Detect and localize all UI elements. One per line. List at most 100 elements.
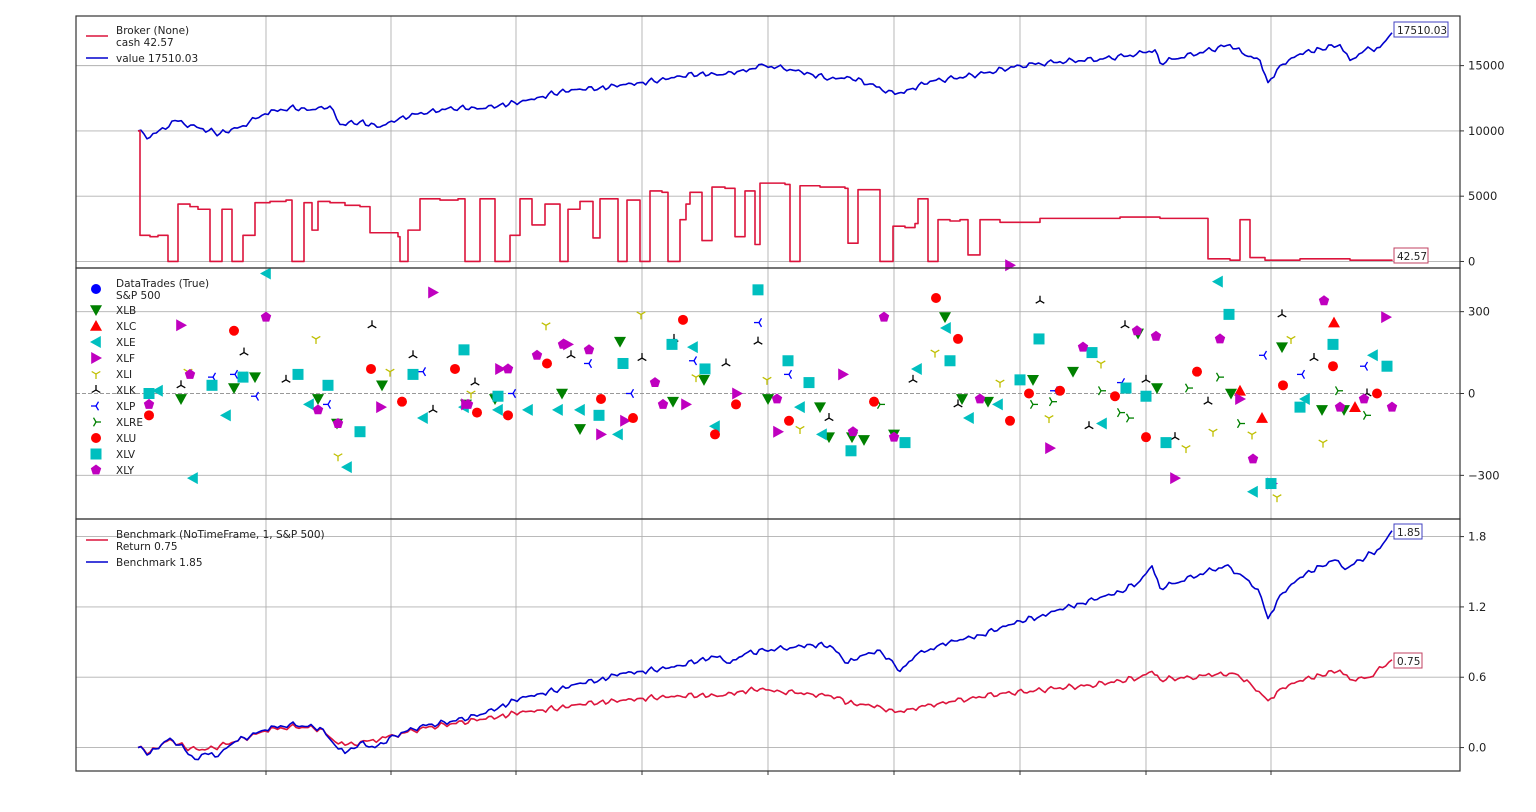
trades-panel: −300 0 300 DataTrades (True)S&P 500 XLB XLC X… <box>75 259 1500 520</box>
xlu-trade-marker <box>450 363 460 374</box>
xly-trade-marker <box>1214 333 1226 344</box>
xlu-trade-marker <box>472 407 482 418</box>
xlv-trade-marker <box>899 437 911 449</box>
xlv-trade-marker <box>407 368 419 380</box>
xly-trade-marker <box>847 426 859 437</box>
xlp-trade-marker <box>584 358 593 369</box>
xlk-trade-marker <box>428 404 438 413</box>
xlp-trade-marker <box>1360 361 1369 371</box>
xly-trade-marker <box>1318 295 1330 306</box>
xlb-trade-marker <box>312 394 324 405</box>
xlk-trade-marker <box>1203 396 1213 405</box>
xlre-trade-marker <box>1048 397 1057 407</box>
xlp-trade-marker <box>230 369 239 380</box>
xlp-trade-marker <box>754 317 763 328</box>
xlb-trade-marker <box>982 396 994 408</box>
xly-trade-marker <box>1077 341 1089 352</box>
xlb-trade-marker <box>939 312 951 324</box>
xli-trade-marker <box>541 322 551 331</box>
benchmark-last-label: 1.85 <box>1397 527 1420 539</box>
xlp-trade-marker <box>418 367 427 377</box>
xlv-trade-marker <box>699 363 711 375</box>
xlv-trade-marker <box>206 379 218 391</box>
xlk-trade-marker <box>953 399 963 408</box>
ytick-label: 0.6 <box>1468 670 1486 684</box>
xlu-trade-marker <box>1278 380 1288 391</box>
broker-yticks: 0 5000 10000 15000 <box>1460 59 1505 268</box>
xlre-trade-marker <box>1029 399 1038 410</box>
xle-trade-marker <box>687 341 698 354</box>
benchmark-line <box>137 530 1393 761</box>
xlb-trade-marker <box>574 424 586 435</box>
xlv-trade-marker <box>845 445 857 457</box>
xli-trade-marker <box>1181 445 1191 454</box>
xlk-trade-marker <box>1309 353 1319 362</box>
xlp-trade-marker <box>323 399 332 410</box>
xlu-trade-marker <box>784 415 794 426</box>
xle-trade-marker <box>152 384 163 397</box>
xlre-trade-marker <box>1334 386 1343 396</box>
return-line <box>137 659 1393 755</box>
legend-marker-xlv <box>90 448 102 460</box>
xle-trade-marker <box>341 461 352 474</box>
xlb-trade-marker <box>556 388 568 400</box>
xlv-trade-marker <box>1086 347 1098 359</box>
cash-last-label: 42.57 <box>1397 251 1427 263</box>
xlre-trade-marker <box>1184 383 1193 393</box>
xlf-trade-marker <box>838 368 849 381</box>
xly-trade-marker <box>1334 401 1346 412</box>
xlv-trade-marker <box>617 357 629 369</box>
xlu-trade-marker <box>503 410 513 421</box>
legend-marker-xly <box>90 464 102 475</box>
xlf-trade-marker <box>428 286 439 299</box>
xli-trade-marker <box>995 379 1005 388</box>
xlv-trade-marker <box>292 368 304 380</box>
xlre-trade-marker <box>1236 418 1245 429</box>
xlv-trade-marker <box>354 426 366 438</box>
xly-trade-marker <box>557 338 569 349</box>
xlk-trade-marker <box>176 380 186 389</box>
xli-trade-marker <box>795 425 805 434</box>
xlf-trade-marker <box>376 401 387 414</box>
legend-marker-xlre <box>92 417 101 427</box>
xly-trade-marker <box>649 377 661 387</box>
xlb-trade-marker <box>1316 405 1328 416</box>
xle-trade-marker <box>709 420 720 433</box>
xlk-trade-marker <box>908 374 918 383</box>
xli-trade-marker <box>1096 360 1106 369</box>
legend-label-benchmark-title: Benchmark (NoTimeFrame, 1, S&P 500) <box>116 529 325 541</box>
xly-trade-marker <box>583 344 595 355</box>
legend-label-broker: Broker (None) <box>116 25 189 37</box>
xle-trade-marker <box>1299 392 1310 405</box>
xly-trade-marker <box>1358 393 1370 404</box>
xli-trade-marker <box>1208 428 1218 437</box>
trades-grid <box>76 268 1460 519</box>
xlv-trade-marker <box>322 379 334 391</box>
xlb-trade-marker <box>228 383 240 395</box>
xlk-trade-marker <box>566 350 576 359</box>
xlc-trade-marker <box>1328 316 1340 328</box>
xle-trade-marker <box>963 412 974 425</box>
xlu-trade-marker <box>397 396 407 407</box>
ytick-label: 0 <box>1468 254 1475 268</box>
xlk-trade-marker <box>470 377 480 386</box>
xly-trade-marker <box>332 418 344 428</box>
cash-last-tag: 42.57 <box>1393 247 1429 264</box>
xle-trade-marker <box>1212 275 1223 288</box>
value-last-tag: 17510.03 <box>1393 21 1449 38</box>
legend-marker-xlb <box>90 305 102 316</box>
legend-label: XLE <box>116 337 136 349</box>
xli-trade-marker <box>636 311 646 320</box>
xlp-trade-marker <box>1259 350 1268 360</box>
ytick-label: 1.2 <box>1468 600 1486 614</box>
xlv-trade-marker <box>944 355 956 367</box>
xlc-trade-marker <box>1256 412 1268 423</box>
xlre-trade-marker <box>1125 413 1134 423</box>
xlre-trade-marker <box>1215 372 1224 382</box>
xly-trade-marker <box>531 349 543 360</box>
xly-trade-marker <box>260 311 272 322</box>
xlk-trade-marker <box>367 320 377 329</box>
broker-legend: Broker (None) cash 42.57 value 17510.03 <box>86 25 198 65</box>
xly-trade-marker <box>1150 330 1162 341</box>
